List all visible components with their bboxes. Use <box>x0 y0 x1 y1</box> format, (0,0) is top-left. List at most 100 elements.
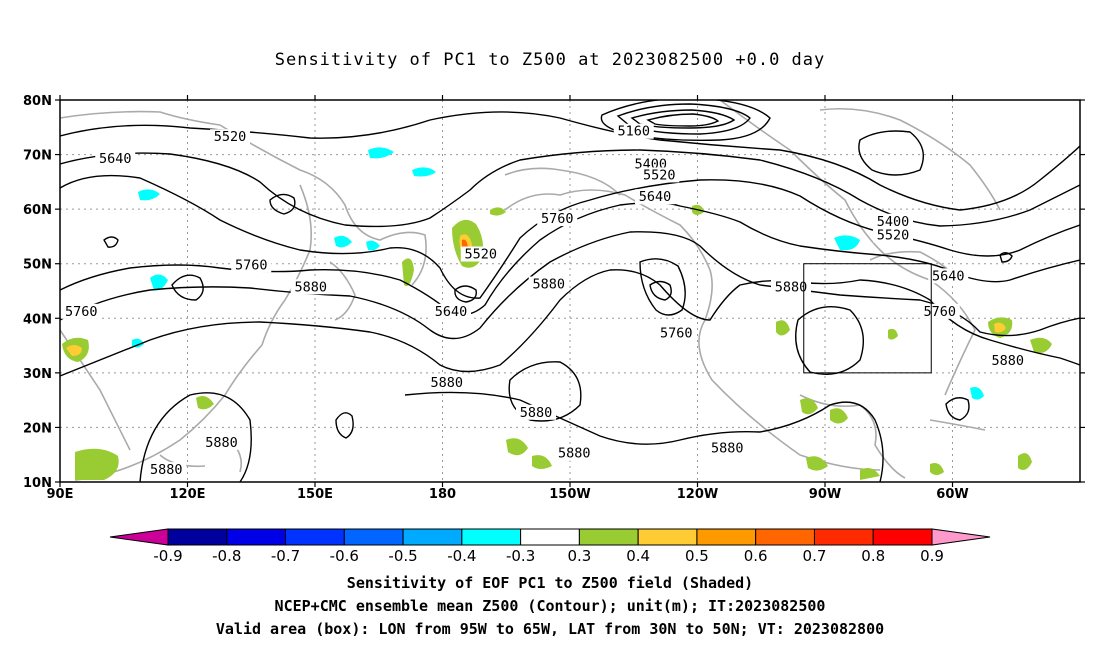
colorbar-swatch <box>226 528 287 546</box>
contour-label-bg <box>928 268 969 284</box>
contour-label: 5880 <box>528 276 569 293</box>
chart-title: Sensitivity of PC1 to Z500 at 2023082500… <box>274 50 826 70</box>
contour-line <box>139 392 252 482</box>
contour-label-text: 5880 <box>205 435 238 451</box>
colorbar-swatch <box>461 528 522 546</box>
contour-label-text: 5640 <box>435 304 468 320</box>
contour-label: 5400 <box>873 213 913 230</box>
contour-label: 5880 <box>554 445 595 462</box>
contour-label-bg <box>537 211 578 227</box>
negative-sensitivity-area <box>970 387 984 400</box>
lat-tick-label: 40N <box>23 312 52 327</box>
positive-sensitivity-area <box>888 328 898 340</box>
colorbar-label: -0.5 <box>388 547 417 565</box>
negative-sensitivity-area <box>138 189 160 201</box>
contour-line <box>858 130 924 176</box>
contour-label-text: 5760 <box>65 304 98 320</box>
contour-label-text: 5880 <box>711 440 744 456</box>
contour-label: 5880 <box>987 352 1028 369</box>
positive-sensitivity-area <box>66 345 82 356</box>
contour-label-bg <box>201 434 242 450</box>
contour-label: 5880 <box>290 279 331 295</box>
colorbar-label: 0.7 <box>803 547 827 565</box>
contour-label-bg <box>431 303 471 319</box>
contour-label-bg <box>635 189 675 205</box>
contour-label-bg <box>528 276 569 292</box>
contour-label: 5880 <box>201 434 242 451</box>
caption-shading: Sensitivity of EOF PC1 to Z500 field (Sh… <box>346 574 754 592</box>
lon-tick-label: 150E <box>297 487 333 502</box>
contour-label-bg <box>639 167 680 183</box>
lon-tick-label: 60W <box>936 487 968 502</box>
contour-line <box>649 280 672 301</box>
contour-line <box>335 412 354 439</box>
contour-line <box>616 103 751 135</box>
contour-label-bg <box>146 462 187 478</box>
caption-contour: NCEP+CMC ensemble mean Z500 (Contour); u… <box>274 597 826 615</box>
caption-valid-area: Valid area (box): LON from 95W to 65W, L… <box>215 620 885 638</box>
contour-line <box>795 306 864 375</box>
colorbar-swatch <box>343 528 404 546</box>
negative-sensitivity-area <box>150 274 168 291</box>
lon-tick-label: 90E <box>47 487 74 502</box>
colorbar-swatch <box>167 528 228 546</box>
positive-sensitivity-area <box>800 398 818 415</box>
contour-label-text: 5640 <box>99 151 132 167</box>
positive-sensitivity-area <box>1030 337 1052 353</box>
contour-label: 5880 <box>146 462 187 478</box>
contour-label: 5160 <box>613 123 654 140</box>
contour-label-bg <box>656 325 697 341</box>
positive-sensitivity-area <box>830 408 848 424</box>
contour-label: 5640 <box>95 151 136 167</box>
negative-sensitivity-area <box>834 235 860 251</box>
colorbar: -0.9 -0.8 -0.7 -0.6 -0.5 -0.4 -0.3 0.3 0.4 0.5 0.6… <box>109 528 991 565</box>
colorbar-label: -0.9 <box>153 547 182 565</box>
contour-label: 5520 <box>210 129 250 145</box>
contour-label-bg <box>873 213 913 229</box>
contour-label-text: 5880 <box>430 375 463 391</box>
contour-line <box>999 252 1013 263</box>
contour-label-text: 5520 <box>643 167 676 183</box>
lat-tick-label: 70N <box>23 149 52 164</box>
contour-label: 5640 <box>431 303 471 320</box>
contour-label-bg <box>771 279 811 295</box>
contour-label: 5760 <box>61 303 102 320</box>
positive-sensitivity-area <box>532 455 552 469</box>
colorbar-swatch <box>755 528 815 546</box>
colorbar-swatch <box>696 528 757 546</box>
colorbar-label: 0.9 <box>920 547 944 565</box>
contour-line <box>60 174 1080 299</box>
lon-tick-label: 120E <box>169 487 205 502</box>
colorbar-swatch <box>872 528 933 546</box>
contour-label-text: 5880 <box>520 405 553 421</box>
graticule <box>60 100 1080 482</box>
lat-tick-label: 10N <box>23 476 52 491</box>
contour-label-layer: 5520564051605400552056405760552057605880… <box>61 123 1028 478</box>
contour-label-text: 5520 <box>214 129 247 145</box>
negative-sensitivity-area <box>366 240 380 251</box>
contour-label-bg <box>987 352 1028 368</box>
contour-label: 5640 <box>635 189 675 205</box>
positive-sensitivity-area <box>490 207 506 216</box>
positive-sensitivity-area <box>994 322 1006 333</box>
lat-tick-label: 20N <box>23 421 52 436</box>
colorbar-label: 0.4 <box>626 547 650 565</box>
contour-label: 5760 <box>656 325 697 342</box>
contour-label-text: 5760 <box>660 326 693 342</box>
positive-sensitivity-area <box>506 438 528 456</box>
contour-label-text: 5880 <box>150 462 183 478</box>
colorbar-high-arrow <box>931 528 991 546</box>
contour-line <box>404 391 884 482</box>
positive-sensitivity-area <box>402 258 414 286</box>
contour-line <box>630 109 736 129</box>
colorbar-label: 0.3 <box>567 547 591 565</box>
sensitivity-shading <box>62 147 1052 480</box>
contour-label-text: 5760 <box>923 304 956 320</box>
contour-label-text: 5760 <box>235 257 268 273</box>
colorbar-label: -0.6 <box>330 547 359 565</box>
contour-label-bg <box>919 303 960 319</box>
colorbar-label: -0.8 <box>212 547 241 565</box>
positive-sensitivity-area <box>930 463 944 475</box>
contour-line <box>103 236 119 248</box>
contour-label: 5520 <box>873 227 913 243</box>
